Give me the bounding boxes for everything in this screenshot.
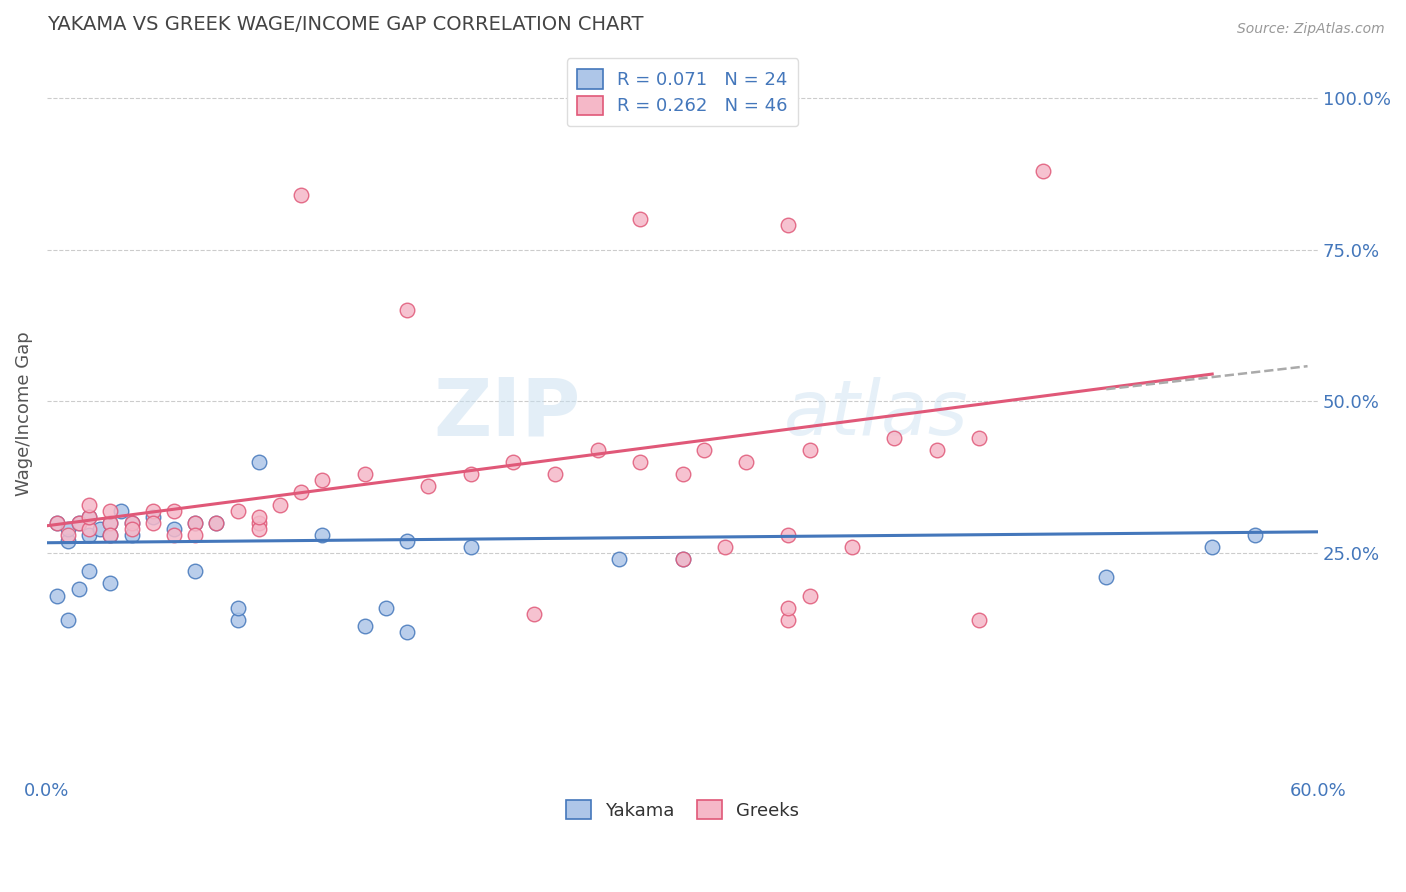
- Point: [184, 516, 207, 530]
- Point: [205, 516, 228, 530]
- Point: [56, 533, 79, 548]
- Point: [142, 503, 165, 517]
- Point: [418, 479, 440, 493]
- Point: [100, 516, 122, 530]
- Point: [121, 528, 143, 542]
- Point: [396, 624, 419, 639]
- Point: [247, 455, 270, 469]
- Point: [290, 188, 312, 202]
- Point: [77, 498, 100, 512]
- Point: [67, 516, 90, 530]
- Point: [56, 613, 79, 627]
- Point: [967, 613, 990, 627]
- Point: [56, 522, 79, 536]
- Point: [1032, 163, 1054, 178]
- Point: [396, 303, 419, 318]
- Point: [269, 498, 291, 512]
- Point: [778, 528, 800, 542]
- Point: [205, 516, 228, 530]
- Point: [311, 473, 333, 487]
- Point: [1201, 540, 1223, 554]
- Point: [778, 613, 800, 627]
- Point: [110, 503, 132, 517]
- Point: [46, 589, 69, 603]
- Point: [226, 503, 249, 517]
- Text: Source: ZipAtlas.com: Source: ZipAtlas.com: [1237, 22, 1385, 37]
- Point: [247, 522, 270, 536]
- Point: [967, 431, 990, 445]
- Point: [163, 528, 186, 542]
- Point: [46, 516, 69, 530]
- Point: [883, 431, 905, 445]
- Point: [460, 540, 482, 554]
- Point: [121, 516, 143, 530]
- Point: [100, 516, 122, 530]
- Point: [460, 467, 482, 482]
- Point: [77, 522, 100, 536]
- Point: [184, 528, 207, 542]
- Point: [247, 516, 270, 530]
- Point: [184, 516, 207, 530]
- Point: [163, 522, 186, 536]
- Point: [77, 509, 100, 524]
- Point: [586, 442, 609, 457]
- Point: [523, 607, 546, 621]
- Point: [353, 467, 375, 482]
- Point: [628, 455, 651, 469]
- Point: [502, 455, 524, 469]
- Point: [67, 582, 90, 597]
- Text: atlas: atlas: [785, 376, 969, 450]
- Point: [77, 528, 100, 542]
- Point: [925, 442, 948, 457]
- Point: [226, 613, 249, 627]
- Point: [100, 528, 122, 542]
- Point: [778, 600, 800, 615]
- Point: [89, 522, 111, 536]
- Point: [121, 522, 143, 536]
- Point: [607, 552, 630, 566]
- Point: [778, 219, 800, 233]
- Point: [142, 516, 165, 530]
- Point: [671, 552, 693, 566]
- Point: [100, 503, 122, 517]
- Point: [247, 509, 270, 524]
- Point: [353, 619, 375, 633]
- Point: [77, 564, 100, 578]
- Point: [163, 503, 186, 517]
- Point: [671, 552, 693, 566]
- Point: [799, 589, 821, 603]
- Point: [290, 485, 312, 500]
- Y-axis label: Wage/Income Gap: Wage/Income Gap: [15, 331, 32, 496]
- Text: ZIP: ZIP: [433, 375, 581, 452]
- Legend: Yakama, Greeks: Yakama, Greeks: [558, 792, 807, 827]
- Point: [142, 509, 165, 524]
- Text: YAKAMA VS GREEK WAGE/INCOME GAP CORRELATION CHART: YAKAMA VS GREEK WAGE/INCOME GAP CORRELAT…: [46, 15, 644, 34]
- Point: [841, 540, 863, 554]
- Point: [100, 528, 122, 542]
- Point: [671, 467, 693, 482]
- Point: [184, 564, 207, 578]
- Point: [396, 533, 419, 548]
- Point: [714, 540, 737, 554]
- Point: [100, 576, 122, 591]
- Point: [1095, 570, 1118, 584]
- Point: [226, 600, 249, 615]
- Point: [692, 442, 714, 457]
- Point: [799, 442, 821, 457]
- Point: [735, 455, 758, 469]
- Point: [628, 212, 651, 227]
- Point: [544, 467, 567, 482]
- Point: [311, 528, 333, 542]
- Point: [46, 516, 69, 530]
- Point: [77, 509, 100, 524]
- Point: [67, 516, 90, 530]
- Point: [121, 516, 143, 530]
- Point: [1243, 528, 1265, 542]
- Point: [374, 600, 396, 615]
- Point: [56, 528, 79, 542]
